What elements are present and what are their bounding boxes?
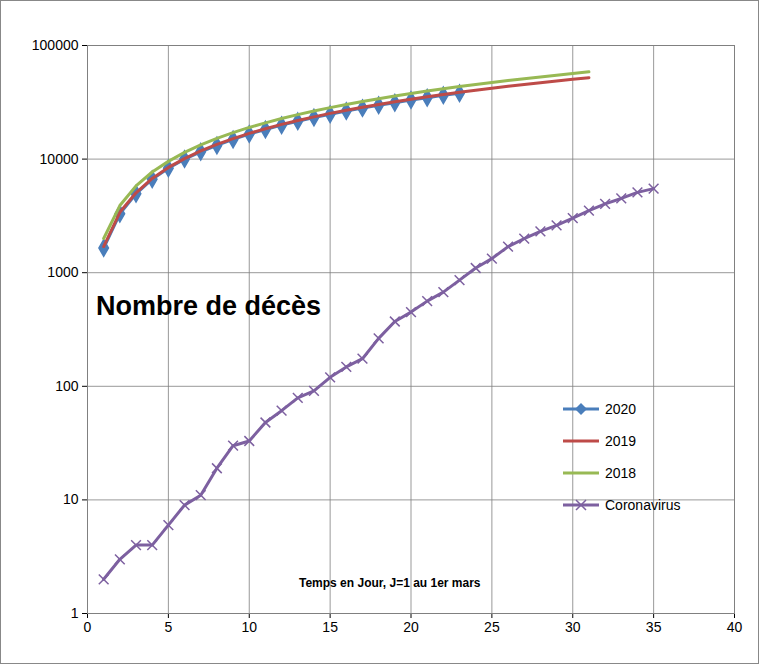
svg-text:40: 40: [727, 619, 743, 635]
svg-text:5: 5: [164, 619, 172, 635]
svg-text:30: 30: [565, 619, 581, 635]
svg-text:35: 35: [646, 619, 662, 635]
svg-text:1: 1: [71, 605, 79, 621]
svg-text:100: 100: [55, 378, 79, 394]
svg-text:10: 10: [63, 491, 79, 507]
html-text:Temps en Jour, J=1 au 1er mars: Temps en Jour, J=1 au 1er mars: [299, 576, 481, 590]
svg-text:1000: 1000: [47, 264, 78, 280]
svg-text:10000: 10000: [40, 151, 79, 167]
svg-text:15: 15: [322, 619, 338, 635]
html-text:Nombre de décès: Nombre de décès: [96, 291, 322, 321]
html-text:2018: 2018: [605, 465, 637, 481]
html-text:Coronavirus: Coronavirus: [605, 497, 681, 513]
svg-text:25: 25: [484, 619, 500, 635]
svg-text:10: 10: [241, 619, 257, 635]
html-text:2019: 2019: [605, 433, 637, 449]
html-text:2020: 2020: [605, 401, 637, 417]
svg-text:100000: 100000: [32, 37, 79, 53]
svg-text:0: 0: [84, 619, 92, 635]
svg-text:20: 20: [403, 619, 419, 635]
